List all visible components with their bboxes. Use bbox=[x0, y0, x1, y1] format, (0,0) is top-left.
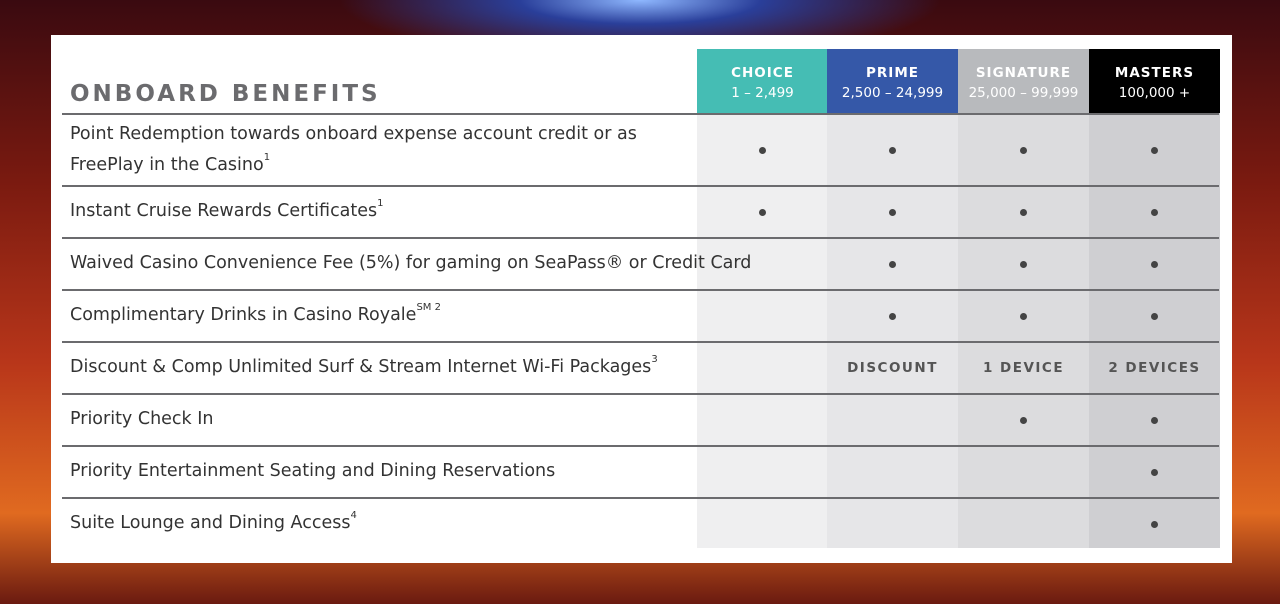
footnote-ref: 1 bbox=[263, 152, 271, 163]
benefit-row: Priority Check In bbox=[62, 393, 1219, 445]
benefit-row: Priority Entertainment Seating and Dinin… bbox=[62, 445, 1219, 497]
dot-icon bbox=[1020, 147, 1027, 154]
benefit-text: Suite Lounge and Dining Access bbox=[70, 513, 351, 533]
included-dot-icon bbox=[1089, 410, 1220, 430]
benefit-row: Discount & Comp Unlimited Surf & Stream … bbox=[62, 341, 1219, 393]
benefit-label: Instant Cruise Rewards Certificates1 bbox=[70, 196, 384, 227]
dot-icon bbox=[1151, 417, 1158, 424]
benefit-row: Waived Casino Convenience Fee (5%) for g… bbox=[62, 237, 1219, 289]
tier-header-signature: SIGNATURE 25,000 – 99,999 bbox=[958, 49, 1089, 113]
benefit-text: Discount & Comp Unlimited Surf & Stream … bbox=[70, 357, 652, 377]
section-title: ONBOARD BENEFITS bbox=[70, 81, 381, 107]
included-dot-icon bbox=[958, 202, 1089, 222]
dot-icon bbox=[1151, 147, 1158, 154]
dot-icon bbox=[889, 209, 896, 216]
dot-icon bbox=[1151, 209, 1158, 216]
dot-icon bbox=[1151, 313, 1158, 320]
included-dot-icon bbox=[827, 254, 958, 274]
footnote-ref: 1 bbox=[377, 198, 384, 209]
benefit-label: Waived Casino Convenience Fee (5%) for g… bbox=[70, 248, 751, 279]
included-dot-icon bbox=[958, 306, 1089, 326]
benefit-row: Point Redemption towards onboard expense… bbox=[62, 113, 1219, 185]
dot-icon bbox=[759, 209, 766, 216]
included-dot-icon bbox=[827, 306, 958, 326]
included-dot-icon bbox=[958, 410, 1089, 430]
tier-name: MASTERS bbox=[1114, 65, 1195, 81]
tier-range: 2,500 – 24,999 bbox=[841, 85, 944, 101]
tier-header-prime: PRIME 2,500 – 24,999 bbox=[827, 49, 958, 113]
included-dot-icon bbox=[697, 202, 828, 222]
dot-icon bbox=[1020, 209, 1027, 216]
tier-name: CHOICE bbox=[731, 65, 794, 81]
tier-header-masters: MASTERS 100,000 + bbox=[1089, 49, 1220, 113]
benefit-row: Complimentary Drinks in Casino RoyaleSM … bbox=[62, 289, 1219, 341]
tier-name: SIGNATURE bbox=[975, 65, 1072, 81]
benefit-label: Complimentary Drinks in Casino RoyaleSM … bbox=[70, 300, 441, 331]
dot-icon bbox=[1151, 520, 1158, 528]
included-dot-icon bbox=[1089, 140, 1220, 160]
dot-icon bbox=[889, 261, 896, 268]
included-dot-icon bbox=[827, 140, 958, 160]
dot-icon bbox=[1020, 313, 1027, 320]
tier-range: 25,000 – 99,999 bbox=[968, 85, 1079, 101]
included-dot-icon bbox=[1089, 254, 1220, 274]
benefit-text: Waived Casino Convenience Fee (5%) for g… bbox=[70, 253, 752, 273]
benefit-label: Priority Entertainment Seating and Dinin… bbox=[70, 456, 555, 487]
benefit-text: Priority Check In bbox=[70, 409, 214, 429]
benefit-value: 2 DEVICES bbox=[1108, 360, 1201, 376]
benefit-text: Priority Entertainment Seating and Dinin… bbox=[70, 461, 556, 481]
dot-icon bbox=[889, 147, 896, 154]
tier-header-choice: CHOICE 1 – 2,499 bbox=[697, 49, 828, 113]
dot-icon bbox=[889, 313, 896, 320]
benefit-value: 1 DEVICE bbox=[982, 360, 1065, 376]
benefit-text: Point Redemption towards onboard expense… bbox=[70, 124, 637, 175]
benefit-label: Point Redemption towards onboard expense… bbox=[70, 119, 650, 181]
benefit-label: Discount & Comp Unlimited Surf & Stream … bbox=[70, 352, 658, 383]
included-dot-icon bbox=[1089, 306, 1220, 326]
footnote-ref: SM 2 bbox=[416, 302, 441, 313]
benefit-value: DISCOUNT bbox=[847, 360, 938, 376]
benefit-label: Priority Check In bbox=[70, 404, 214, 435]
benefits-card: ONBOARD BENEFITS CHOICE 1 – 2,499 PRIME 2,5… bbox=[51, 35, 1232, 563]
tier-range: 1 – 2,499 bbox=[731, 85, 794, 101]
included-dot-icon bbox=[1089, 462, 1220, 482]
included-dot-icon bbox=[958, 140, 1089, 160]
included-dot-icon bbox=[827, 202, 958, 222]
benefit-text: Instant Cruise Rewards Certificates bbox=[70, 201, 378, 221]
benefit-label: Suite Lounge and Dining Access4 bbox=[70, 508, 357, 539]
dot-icon bbox=[1020, 417, 1027, 424]
benefit-row: Instant Cruise Rewards Certificates1 bbox=[62, 185, 1219, 237]
included-dot-icon bbox=[1089, 514, 1220, 534]
dot-icon bbox=[1151, 469, 1158, 476]
footnote-ref: 4 bbox=[350, 510, 357, 521]
dot-icon bbox=[1020, 261, 1027, 268]
included-dot-icon bbox=[697, 140, 828, 160]
tier-range: 100,000 + bbox=[1118, 85, 1191, 101]
footnote-ref: 3 bbox=[651, 354, 658, 365]
benefit-text: Complimentary Drinks in Casino Royale bbox=[70, 305, 417, 325]
dot-icon bbox=[1151, 261, 1158, 268]
included-dot-icon bbox=[958, 254, 1089, 274]
included-dot-icon bbox=[1089, 202, 1220, 222]
benefit-row: Suite Lounge and Dining Access4 bbox=[62, 497, 1219, 548]
tier-name: PRIME bbox=[866, 65, 919, 81]
dot-icon bbox=[759, 147, 766, 154]
